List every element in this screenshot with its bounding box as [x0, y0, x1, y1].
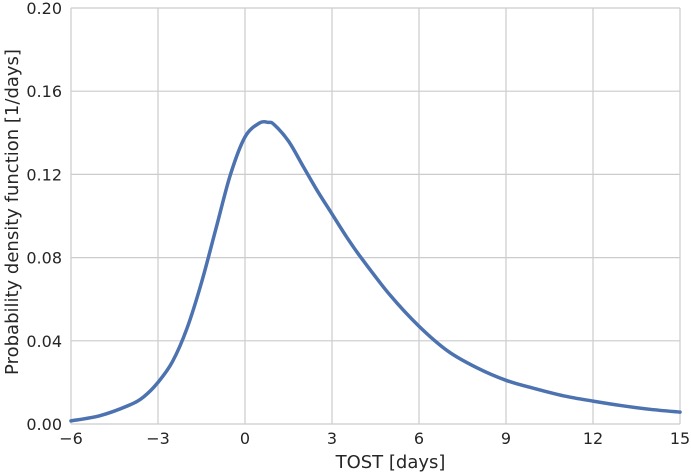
y-axis-label: Probability density function [1/days]	[2, 49, 23, 375]
y-tick-label: 0.00	[26, 415, 62, 434]
x-axis-label: TOST [days]	[335, 452, 446, 473]
y-tick-label: 0.20	[26, 0, 62, 18]
y-tick-label: 0.04	[26, 332, 62, 351]
x-tick-label: 15	[670, 429, 690, 448]
grid	[70, 7, 681, 425]
x-tick-label: −3	[146, 429, 170, 448]
x-tick-label: 6	[414, 429, 424, 448]
series-layer	[69, 119, 682, 423]
y-tick-label: 0.16	[26, 82, 62, 101]
y-axis-ticks: 0.00 0.04 0.08 0.12 0.16 0.20	[26, 0, 62, 434]
series-line	[69, 119, 682, 423]
x-tick-label: 0	[240, 429, 250, 448]
x-tick-label: 3	[327, 429, 337, 448]
y-tick-label: 0.08	[26, 249, 62, 268]
x-tick-label: 12	[583, 429, 603, 448]
x-tick-label: 9	[501, 429, 511, 448]
y-tick-label: 0.12	[26, 165, 62, 184]
x-tick-label: −6	[59, 429, 83, 448]
x-axis-ticks: −6 −3 0 3 6 9 12 15	[59, 429, 690, 448]
